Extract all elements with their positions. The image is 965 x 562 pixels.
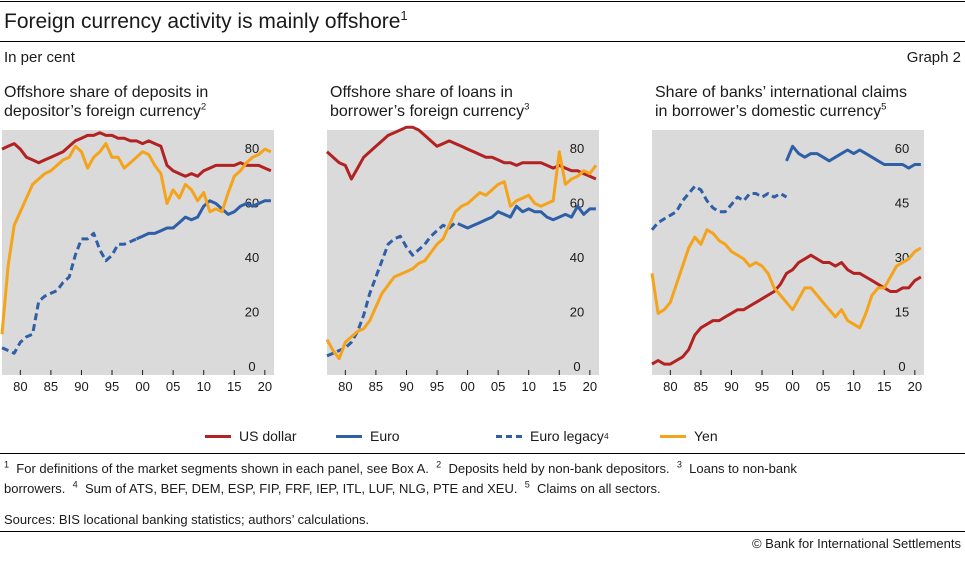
- y-tick-label: 45: [895, 196, 909, 211]
- series-line-usd: [1, 131, 272, 178]
- x-tick-label: 85: [694, 379, 708, 394]
- series-line-eur-legacy: [326, 221, 463, 358]
- legend-swatch-euro-legacy: [496, 434, 522, 438]
- x-tick-label: 05: [816, 379, 830, 394]
- legend-swatch-yen: [660, 434, 686, 438]
- x-tick-label: 20: [908, 379, 922, 394]
- x-tick-label: 90: [399, 379, 413, 394]
- panel-2-title: Offshore share of loans in borrower’s for…: [330, 84, 530, 120]
- x-tick-label: 95: [755, 379, 769, 394]
- series-line-usd: [651, 253, 922, 366]
- x-tick-label: 95: [105, 379, 119, 394]
- y-tick-label: 80: [245, 141, 259, 156]
- x-tick-label: 15: [877, 379, 891, 394]
- series-line-eur: [460, 204, 596, 230]
- x-tick-label: 20: [583, 379, 597, 394]
- x-tick-label: 90: [74, 379, 88, 394]
- y-tick-label: 20: [245, 305, 259, 320]
- x-tick-label: 05: [166, 379, 180, 394]
- y-tick-label: 60: [895, 141, 909, 156]
- x-tick-label: 95: [430, 379, 444, 394]
- legend-item-euro-legacy: Euro legacy 4: [496, 428, 609, 444]
- graph-label: Graph 2: [906, 49, 961, 66]
- chart-title: Foreign currency activity is mainly offs…: [4, 9, 408, 33]
- footnote-line-2: borrowers. 4 Sum of ATS, BEF, DEM, ESP, …: [4, 479, 661, 496]
- title-rule: [0, 41, 965, 42]
- x-tick-label: 85: [369, 379, 383, 394]
- series-line-eur: [785, 144, 921, 170]
- x-tick-label: 80: [13, 379, 27, 394]
- x-tick-label: 20: [258, 379, 272, 394]
- series-line-usd: [326, 125, 597, 181]
- y-tick-label: 60: [570, 196, 584, 211]
- x-tick-label: 15: [552, 379, 566, 394]
- y-tick-label: 0: [573, 359, 580, 374]
- x-tick-label: 90: [724, 379, 738, 394]
- legend: US dollar Euro Euro legacy 4 Yen: [0, 428, 965, 448]
- legend-swatch-euro: [336, 434, 362, 438]
- y-tick-label: 0: [248, 359, 255, 374]
- legend-swatch-usd: [205, 434, 231, 438]
- series-line-eur: [135, 199, 271, 241]
- footnotes: 1 For definitions of the market segments…: [4, 459, 959, 499]
- y-tick-label: 15: [895, 305, 909, 320]
- x-tick-label: 00: [785, 379, 799, 394]
- panel-3-title: Share of banks’ international claims in b…: [655, 84, 907, 120]
- y-tick-label: 40: [245, 250, 259, 265]
- footnote-rule: [0, 453, 965, 454]
- y-tick-label: 60: [245, 196, 259, 211]
- series-line-yen: [0, 142, 272, 335]
- x-tick-label: 80: [338, 379, 352, 394]
- series-line-eur-legacy: [1, 231, 138, 355]
- copyright: © Bank for International Settlements: [751, 536, 961, 551]
- legend-item-euro: Euro: [336, 428, 400, 444]
- top-rule: [0, 1, 965, 2]
- sources-rule: [0, 531, 965, 532]
- x-tick-label: 10: [521, 379, 535, 394]
- series-line-eur-legacy: [650, 184, 788, 231]
- sources-note: Sources: BIS locational banking statisti…: [4, 512, 370, 527]
- series-line-yen: [325, 150, 598, 361]
- footnote-line-1: 1 For definitions of the market segments…: [4, 459, 797, 476]
- x-tick-label: 10: [846, 379, 860, 394]
- x-tick-label: 80: [663, 379, 677, 394]
- plot-area: [327, 130, 599, 375]
- chart-subtitle: In per cent: [4, 49, 75, 66]
- legend-item-usd: US dollar: [205, 428, 297, 444]
- y-tick-label: 20: [570, 305, 584, 320]
- series-line-yen: [650, 228, 922, 330]
- x-tick-label: 05: [491, 379, 505, 394]
- panel-1-title: Offshore share of deposits in depositor’s…: [4, 84, 209, 120]
- y-tick-label: 0: [898, 359, 905, 374]
- x-tick-label: 00: [460, 379, 474, 394]
- y-tick-label: 80: [570, 141, 584, 156]
- x-tick-label: 15: [227, 379, 241, 394]
- y-tick-label: 40: [570, 250, 584, 265]
- x-tick-label: 00: [135, 379, 149, 394]
- legend-item-yen: Yen: [660, 428, 718, 444]
- x-tick-label: 85: [44, 379, 58, 394]
- x-tick-label: 10: [196, 379, 210, 394]
